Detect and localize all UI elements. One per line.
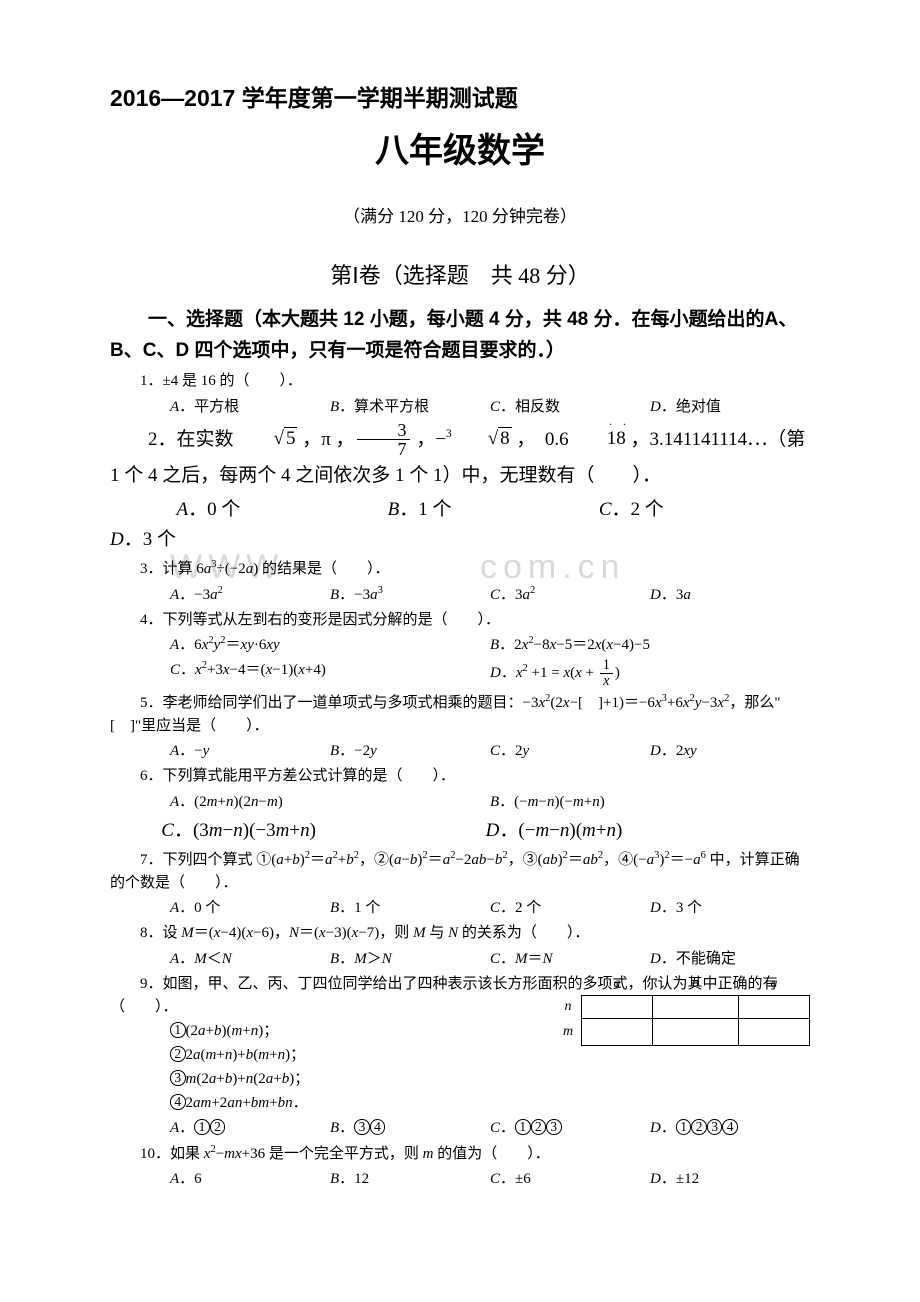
option-row: C．x2+3x−4＝(x−1)(x+4)D．x2 +1 = x(x + 1x) (110, 658, 810, 689)
option: D．x2 +1 = x(x + 1x) (490, 658, 810, 689)
option-row: A．−3a2B．−3a3C．3a2D．3a (110, 583, 810, 607)
option: B．M＞N (330, 947, 490, 971)
option: B．2x2−8x−5＝2x(x−4)−5 (490, 633, 810, 657)
option: D．2xy (650, 739, 810, 763)
option: A．6x2y2＝xy·6xy (170, 633, 490, 657)
question-text: 3．计算 6a3÷(−2a) 的结果是（ ）． (110, 557, 810, 581)
option: B．(−m−n)(−m+n) (490, 790, 810, 814)
option: A．(2m+n)(2n−m) (170, 790, 490, 814)
question-text: 1．±4 是 16 的（ ）． (110, 370, 810, 393)
option: C．2y (490, 739, 650, 763)
option-row: A．(2m+n)(2n−m)B．(−m−n)(−m+n) (110, 790, 810, 814)
question-text: 4．下列等式从左到右的变形是因式分解的是（ ）． (110, 609, 810, 632)
option-row: A．−yB．−2yC．2yD．2xy (110, 739, 810, 763)
option-row: A．0 个B．1 个C．2 个 (110, 495, 810, 525)
option: A．6 (170, 1167, 330, 1191)
question-6: 6．下列算式能用平方差公式计算的是（ ）．A．(2m+n)(2n−m)B．(−m… (110, 765, 810, 846)
option: C．(3m−n)(−3m+n) (161, 816, 485, 846)
option: C．相反数 (490, 395, 650, 419)
option: B．12 (330, 1167, 490, 1191)
option: D．1234 (650, 1116, 810, 1140)
question-text: 8．设 M＝(x−4)(x−6)，N＝(x−3)(x−7)，则 M 与 N 的关… (110, 922, 810, 945)
q9-figure: abanm (555, 973, 810, 1046)
option: A．0 个 (170, 896, 330, 920)
option: A．M＜N (170, 947, 330, 971)
option: A．0 个 (177, 495, 388, 525)
question-8: 8．设 M＝(x−4)(x−6)，N＝(x−3)(x−7)，则 M 与 N 的关… (110, 922, 810, 970)
header-title: 2016—2017 学年度第一学期半期测试题 (110, 80, 810, 117)
option-row: A．12B．34C．123D．1234 (110, 1116, 810, 1140)
section-instructions: 一、选择题（本大题共 12 小题，每小题 4 分，共 48 分．在每小题给出的A… (110, 304, 810, 367)
question-text: 7．下列四个算式 ①(a+b)2＝a2+b2，②(a−b)2＝a2−2ab−b2… (110, 848, 810, 896)
option: C．123 (490, 1116, 650, 1140)
option: B．−3a3 (330, 583, 490, 607)
option: C．3a2 (490, 583, 650, 607)
option-row: A．6x2y2＝xy·6xyB．2x2−8x−5＝2x(x−4)−5 (110, 633, 810, 657)
option: C．x2+3x−4＝(x−1)(x+4) (170, 658, 490, 689)
option: D．绝对值 (650, 395, 810, 419)
question-subitem: 22a(m+n)+b(m+n)； (110, 1043, 810, 1067)
option: A．12 (170, 1116, 330, 1140)
question-text: 10．如果 x2−mx+36 是一个完全平方式，则 m 的值为（ ）． (110, 1142, 810, 1166)
option: B．1 个 (330, 896, 490, 920)
option: B．34 (330, 1116, 490, 1140)
option-row: D．3 个 (110, 525, 810, 555)
option: D．±12 (650, 1167, 810, 1191)
option: B．算术平方根 (330, 395, 490, 419)
question-9: 9．如图，甲、乙、丙、丁四位同学给出了四种表示该长方形面积的多项式，你认为其中正… (110, 973, 810, 1141)
questions-container: WWW com.cn 1．±4 是 16 的（ ）．A．平方根B．算术平方根C．… (110, 370, 810, 1191)
option-row: A．M＜NB．M＞NC．M＝ND．不能确定 (110, 947, 810, 971)
main-title: 八年级数学 (110, 125, 810, 179)
option-row: C．(3m−n)(−3m+n)D．(−m−n)(m+n) (110, 816, 810, 846)
question-text: 5．李老师给同学们出了一道单项式与多项式相乘的题目：−3x2(2x−[ ]+1)… (110, 691, 810, 739)
option: A．−y (170, 739, 330, 763)
question-3: 3．计算 6a3÷(−2a) 的结果是（ ）．A．−3a2B．−3a3C．3a2… (110, 557, 810, 606)
option: D．3a (650, 583, 810, 607)
question-2: 2．在实数5 ，π ，37 ，−38 ， 0.61··8 ，3.14114111… (110, 421, 810, 556)
option: A．−3a2 (170, 583, 330, 607)
question-text: 6．下列算式能用平方差公式计算的是（ ）． (110, 765, 810, 788)
option: C．2 个 (490, 896, 650, 920)
option: D．3 个 (650, 896, 810, 920)
question-text: 2．在实数5 ，π ，37 ，−38 ， 0.61··8 ，3.14114111… (110, 421, 810, 493)
option: D．不能确定 (650, 947, 810, 971)
question-7: 7．下列四个算式 ①(a+b)2＝a2+b2，②(a−b)2＝a2−2ab−b2… (110, 848, 810, 921)
question-10: 10．如果 x2−mx+36 是一个完全平方式，则 m 的值为（ ）．A．6B．… (110, 1142, 810, 1191)
section-title: 第Ⅰ卷（选择题 共 48 分） (110, 258, 810, 293)
question-5: 5．李老师给同学们出了一道单项式与多项式相乘的题目：−3x2(2x−[ ]+1)… (110, 691, 810, 764)
subtitle: （满分 120 分，120 分钟完卷） (110, 203, 810, 230)
option-row: A．0 个B．1 个C．2 个D．3 个 (110, 896, 810, 920)
question-subitem: 3m(2a+b)+n(2a+b)； (110, 1067, 810, 1091)
option: B．−2y (330, 739, 490, 763)
option-row: A．平方根B．算术平方根C．相反数D．绝对值 (110, 395, 810, 419)
question-4: 4．下列等式从左到右的变形是因式分解的是（ ）．A．6x2y2＝xy·6xyB．… (110, 609, 810, 689)
option: C．2 个 (599, 495, 810, 525)
option: B．1 个 (388, 495, 599, 525)
option-row: A．6B．12C．±6D．±12 (110, 1167, 810, 1191)
option: D．(−m−n)(m+n) (486, 816, 810, 846)
option: C．±6 (490, 1167, 650, 1191)
question-subitem: 42am+2an+bm+bn． (110, 1091, 810, 1115)
question-1: 1．±4 是 16 的（ ）．A．平方根B．算术平方根C．相反数D．绝对值 (110, 370, 810, 418)
option: C．M＝N (490, 947, 650, 971)
option: A．平方根 (170, 395, 330, 419)
